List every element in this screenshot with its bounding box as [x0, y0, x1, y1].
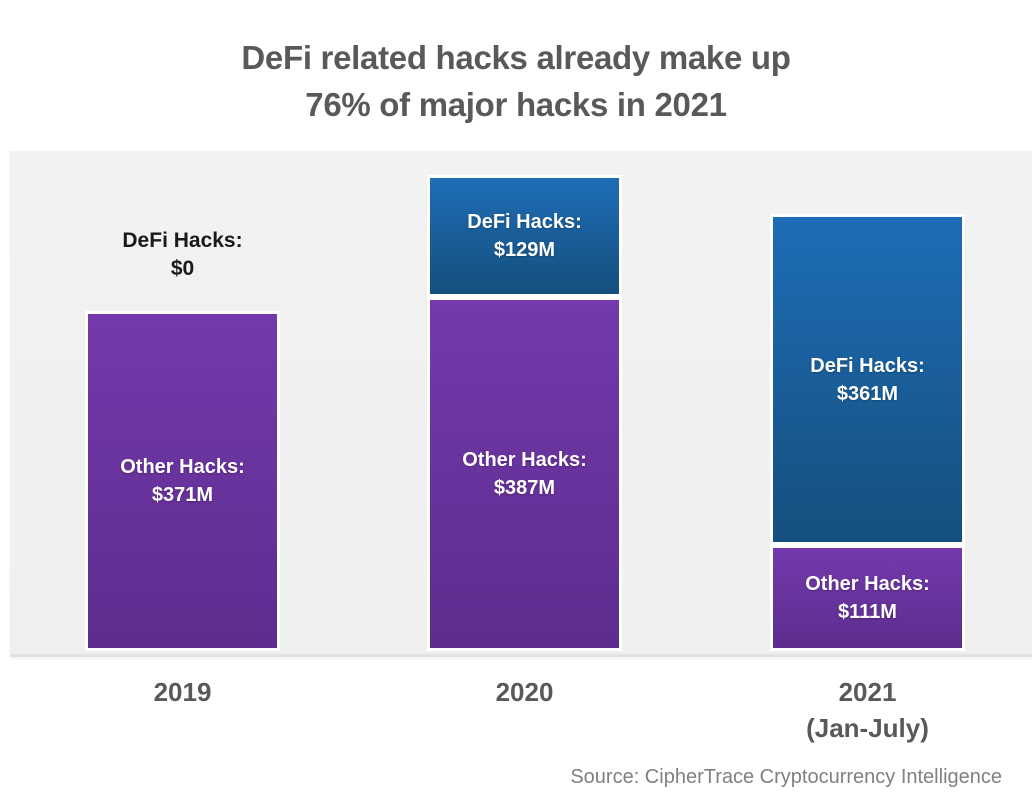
outside-label-defi-hacks-2019: DeFi Hacks: $0 [85, 227, 280, 283]
bar-column-2019: Other Hacks: $371M [85, 311, 280, 651]
segment-label-value: $361M [836, 382, 899, 405]
segment-label-series: Other Hacks: [462, 449, 587, 471]
bar-group-2021-jan-july: DeFi Hacks: $361M Other Hacks: $111M [770, 148, 965, 651]
bar-group-2020: DeFi Hacks: $129M Other Hacks: $387M [427, 148, 622, 651]
segment-label-value: $111M [838, 601, 897, 623]
source-attribution: Source: CipherTrace Cryptocurrency Intel… [570, 766, 1002, 788]
chart-title: DeFi related hacks already make up 76% o… [0, 34, 1032, 128]
bar-column-2020: DeFi Hacks: $129M Other Hacks: $387M [427, 175, 622, 651]
bar-segment-defi-hacks-2020: DeFi Hacks: $129M [427, 175, 622, 297]
bar-segment-other-hacks-2021-jan-july: Other Hacks: $111M [770, 545, 965, 651]
segment-label-value: $129M [493, 239, 556, 261]
segment-label-value: $387M [493, 477, 556, 499]
segment-label-value: $371M [151, 484, 214, 506]
plot-area: Other Hacks: $371M DeFi Hacks: $0 DeFi Hacks… [10, 151, 1032, 657]
bar-group-2019: Other Hacks: $371M DeFi Hacks: $0 [85, 148, 280, 651]
outside-label-series: DeFi Hacks: [122, 229, 243, 252]
segment-label-series: Other Hacks: [805, 573, 930, 595]
outside-label-value: $0 [170, 257, 195, 280]
x-axis-label-line: 2021 [838, 677, 897, 707]
bar-column-2021-jan-july: DeFi Hacks: $361M Other Hacks: $111M [770, 214, 965, 651]
x-axis-label-2021-jan-july: 2021 (Jan-July) [738, 674, 998, 746]
x-axis-label-line: 2019 [153, 677, 212, 707]
chart-title-line-2: 76% of major hacks in 2021 [305, 86, 727, 123]
x-axis-label-line: 2020 [495, 677, 554, 707]
x-axis-label-2020: 2020 [395, 674, 655, 710]
segment-label-series: Other Hacks: [120, 456, 245, 478]
x-axis-label-2019: 2019 [53, 674, 313, 710]
bar-segment-other-hacks-2020: Other Hacks: $387M [427, 297, 622, 651]
x-axis-label-line: (Jan-July) [806, 713, 929, 743]
segment-label-series: DeFi Hacks: [467, 211, 582, 233]
segment-label-series: DeFi Hacks: [810, 354, 925, 377]
chart-title-line-1: DeFi related hacks already make up [241, 39, 791, 76]
bar-segment-other-hacks-2019: Other Hacks: $371M [85, 311, 280, 651]
bar-segment-defi-hacks-2021-jan-july: DeFi Hacks: $361M [770, 214, 965, 545]
